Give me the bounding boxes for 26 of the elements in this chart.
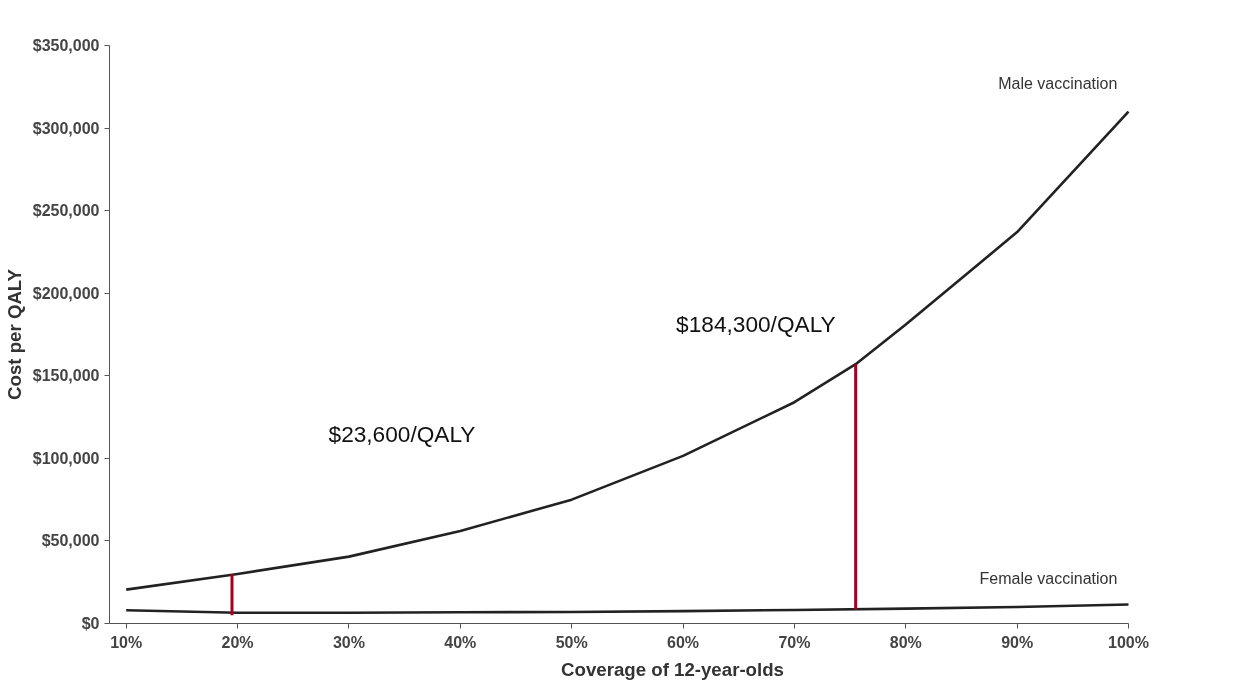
- x-tick-label: 50%: [555, 633, 588, 651]
- y-tick-label: $250,000: [32, 202, 100, 220]
- line-series: [124, 110, 1130, 591]
- series-label: Female vaccination: [979, 569, 1118, 587]
- y-tick-label: $100,000: [32, 449, 100, 467]
- x-tick-label: 30%: [332, 633, 365, 651]
- x-tick-label: 80%: [889, 633, 922, 651]
- line-series: [124, 603, 1130, 615]
- y-tick-label: $350,000: [32, 37, 100, 54]
- x-tick-label: 10%: [110, 633, 143, 651]
- x-tick-label: 60%: [667, 633, 700, 651]
- annotation: $184,300/QALY: [676, 311, 836, 338]
- x-tick-label: 40%: [444, 633, 477, 651]
- y-tick-label: $300,000: [32, 119, 100, 137]
- x-axis-title: Coverage of 12-year-olds: [561, 658, 784, 680]
- x-tick-label: 20%: [221, 633, 254, 651]
- y-tick-label: $50,000: [41, 532, 100, 550]
- series-label: Male vaccination: [998, 74, 1118, 92]
- x-tick-label: 100%: [1108, 633, 1149, 651]
- y-axis-title: Cost per QALY: [3, 268, 25, 400]
- y-tick-label: $150,000: [32, 367, 100, 385]
- x-tick-label: 90%: [1001, 633, 1034, 651]
- y-tick-label: $0: [81, 615, 100, 632]
- y-tick-label: $200,000: [32, 284, 100, 302]
- annotation: $23,600/QALY: [328, 420, 476, 447]
- x-tick-label: 70%: [778, 633, 811, 651]
